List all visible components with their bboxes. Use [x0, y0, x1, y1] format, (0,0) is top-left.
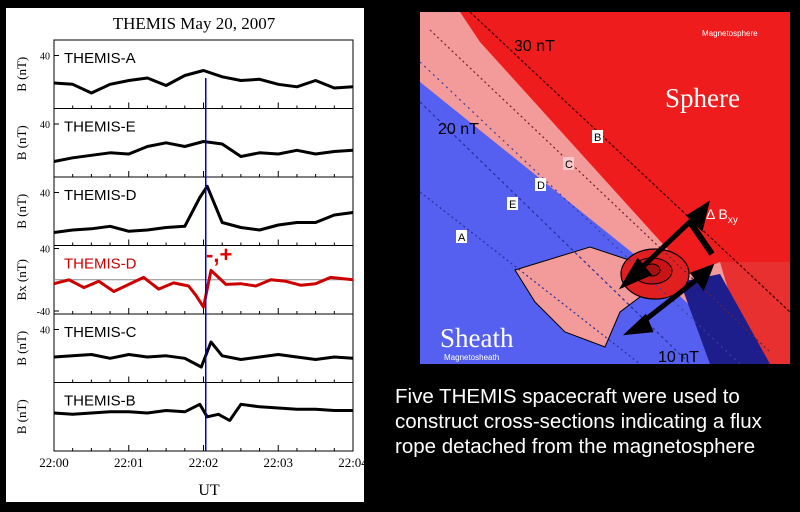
panel-name-0: THEMIS-A: [64, 50, 136, 67]
spacecraft-c-label: C: [565, 159, 573, 171]
label-d-bg: [535, 178, 546, 191]
panel-name-5: THEMIS-B: [64, 393, 136, 410]
x-tick-label-1: 22:01: [114, 455, 144, 470]
timeseries-panel: THEMIS May 20, 2007 40 B (nT) THEMIS-A 40 B …: [6, 8, 368, 502]
delta-b-arrow-lower: [638, 275, 702, 326]
y-tick-label-2-0: 40: [40, 189, 50, 200]
y-axis-label-5: B (nT): [14, 399, 29, 434]
panel-name-1: THEMIS-E: [64, 119, 136, 136]
chart-title: THEMIS May 20, 2007: [113, 14, 276, 33]
sphere-lower-region: [720, 262, 790, 364]
magnetosphere-label: Magnetosphere: [702, 29, 758, 38]
timeseries-chart: THEMIS May 20, 2007 40 B (nT) THEMIS-A 40 B …: [14, 14, 368, 499]
panel-name-3: THEMIS-D: [64, 256, 137, 273]
contour-30nt-label: 30 nT: [514, 38, 555, 55]
x-tick-label-2: 22:02: [189, 455, 219, 470]
x-tick-label-4: 22:04: [338, 455, 364, 470]
spacecraft-a-label: A: [458, 232, 466, 244]
label-b-bg: [592, 130, 603, 143]
y-tick-label-3-0: 40: [40, 245, 50, 256]
spacecraft-d-label: D: [537, 180, 545, 192]
delta-b-label: Δ Bxy: [706, 206, 738, 226]
series-line-4: [53, 340, 354, 369]
polarity-annotation: -,+: [206, 242, 232, 267]
y-tick-label-3-1: -40: [37, 307, 50, 318]
track-a: [420, 191, 641, 364]
sphere-label: Sphere: [665, 83, 740, 113]
track-b: [469, 12, 790, 313]
y-axis-label-1: B (nT): [14, 125, 29, 160]
delta-b-main: Δ B: [706, 206, 728, 222]
delta-b-arrowhead-upper-b: [686, 200, 710, 232]
sheath-label: Sheath: [440, 323, 514, 353]
x-tick-label-3: 22:03: [263, 455, 293, 470]
label-a-bg: [456, 230, 467, 243]
delta-b-bar: [687, 220, 715, 256]
series-line-5: [53, 402, 353, 422]
cross-section-svg: Sphere Magnetosphere Sheath Magnetosheat…: [420, 12, 790, 366]
y-tick-label-4-0: 40: [40, 326, 50, 337]
spacecraft-b-label: B: [594, 132, 601, 144]
series-line-1: [53, 140, 354, 163]
track-d: [420, 61, 741, 364]
contour-20nt-label: 20 nT: [438, 121, 479, 138]
series-line-0: [53, 69, 354, 95]
delta-b-arrowhead-lower-a: [689, 263, 715, 292]
panel-name-2: THEMIS-D: [64, 187, 137, 204]
y-axis-label-0: B (nT): [14, 57, 29, 92]
label-c-bg: [563, 157, 574, 170]
y-tick-label-1-0: 40: [40, 120, 50, 131]
delta-b-arrow-upper: [633, 215, 697, 276]
series-line-3: [53, 268, 354, 309]
magnetosheath-label: Magnetosheath: [444, 353, 499, 362]
cross-section-diagram: Sphere Magnetosphere Sheath Magnetosheat…: [420, 12, 790, 366]
track-c: [429, 29, 771, 353]
delta-b-arrowhead-lower-b: [622, 313, 654, 336]
x-axis-label: UT: [198, 482, 220, 499]
spacecraft-e-label: E: [509, 199, 516, 211]
delta-b-subscript: xy: [728, 215, 738, 226]
y-axis-label-4: B (nT): [14, 331, 29, 366]
delta-b-arrowhead-upper-a: [618, 257, 653, 290]
panel-name-4: THEMIS-C: [64, 324, 137, 341]
series-line-2: [53, 184, 354, 234]
y-tick-label-0-0: 40: [40, 52, 50, 63]
x-tick-label-0: 22:00: [39, 455, 69, 470]
label-e-bg: [507, 197, 518, 210]
contour-10nt-label: 10 nT: [658, 349, 699, 364]
y-axis-label-3: Bx (nT): [14, 259, 29, 301]
sheath-dark-region: [680, 274, 770, 364]
y-axis-label-2: B (nT): [14, 194, 29, 229]
caption-text: Five THEMIS spacecraft were used to cons…: [395, 385, 762, 458]
